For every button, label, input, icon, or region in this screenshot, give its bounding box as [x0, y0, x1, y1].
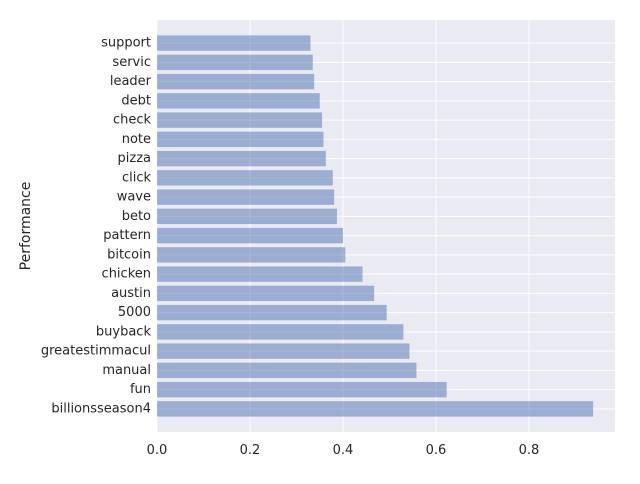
- y-tick-label: pattern: [103, 228, 151, 243]
- y-tick-label: beto: [122, 209, 151, 224]
- bar-servic: [157, 54, 313, 71]
- y-tick-label: support: [101, 36, 151, 51]
- bar-wave: [157, 189, 335, 205]
- bar-bitcoin: [157, 247, 346, 263]
- y-tick-label: manual: [102, 363, 151, 378]
- bars: [157, 35, 594, 417]
- y-tick-label: billionsseason4: [51, 401, 151, 416]
- y-tick-label: debt: [121, 93, 151, 108]
- bar-5000: [157, 304, 387, 321]
- bar-buyback: [157, 324, 404, 340]
- y-tick-label: note: [122, 132, 151, 147]
- y-tick-label: greatestimmacul: [41, 344, 151, 359]
- y-tick-label: check: [113, 113, 152, 128]
- bar-fun: [157, 381, 447, 398]
- y-tick-label: fun: [130, 382, 151, 397]
- bar-pattern: [157, 227, 343, 244]
- x-tick-label: 0.2: [240, 443, 261, 458]
- x-tick-label: 0.4: [333, 443, 354, 458]
- bar-manual: [157, 362, 417, 379]
- y-tick-labels: support servic leader debt check note pizza cli…: [41, 36, 152, 417]
- bar-support: [157, 35, 311, 51]
- bar-beto: [157, 208, 337, 225]
- bar-debt: [157, 93, 320, 109]
- bar-billionsseason4: [157, 401, 594, 417]
- bar-leader: [157, 73, 315, 90]
- bar-greatestimmacul: [157, 343, 410, 359]
- bar-check: [157, 112, 323, 128]
- y-tick-label: leader: [110, 74, 152, 89]
- y-tick-label: austin: [111, 286, 151, 301]
- x-tick-label: 0.8: [519, 443, 540, 458]
- y-tick-label: pizza: [118, 151, 151, 166]
- x-tick-labels: 0.0 0.2 0.4 0.6 0.8: [147, 443, 540, 458]
- y-tick-label: buyback: [96, 324, 152, 339]
- x-tick-label: 0.6: [426, 443, 447, 458]
- bar-pizza: [157, 150, 326, 167]
- bar-click: [157, 170, 333, 186]
- bar-chicken: [157, 266, 363, 282]
- bar-note: [157, 131, 324, 148]
- y-tick-label: 5000: [118, 305, 151, 320]
- y-tick-label: wave: [117, 190, 151, 205]
- y-tick-label: bitcoin: [107, 247, 151, 262]
- y-tick-label: chicken: [102, 267, 151, 282]
- y-axis-label: Performance: [18, 182, 34, 271]
- y-tick-label: click: [122, 170, 152, 185]
- x-tick-label: 0.0: [147, 443, 168, 458]
- bar-austin: [157, 285, 375, 302]
- y-tick-label: servic: [112, 55, 151, 70]
